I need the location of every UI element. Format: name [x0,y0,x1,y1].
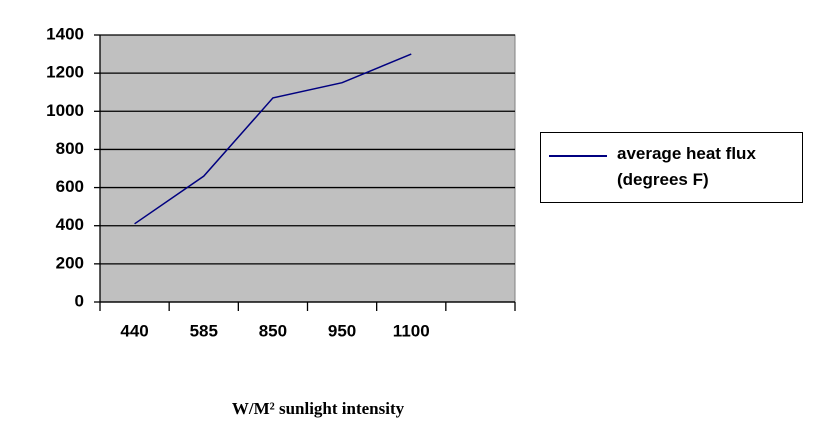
y-tick-label: 1400 [46,24,84,43]
x-tick-label: 585 [190,321,218,340]
data-line [134,53,412,225]
legend-swatch [549,155,607,157]
y-tick-label: 1000 [46,101,84,120]
y-tick-label: 200 [56,253,84,272]
x-tick-label: 850 [259,321,287,340]
x-tick-label: 440 [120,321,148,340]
y-tick-label: 1200 [46,63,84,82]
y-tick-label: 600 [56,177,84,196]
plot-area [99,34,516,303]
y-tick-label: 800 [56,139,84,158]
x-axis-title: W/M² sunlight intensity [232,399,405,418]
y-tick-label: 400 [56,215,84,234]
x-tick-label: 1100 [393,321,430,340]
legend: average heat flux (degrees F) [540,132,803,203]
x-tick-label: 950 [328,321,356,340]
legend-label: average heat flux (degrees F) [617,144,756,189]
y-tick-label: 0 [75,291,84,310]
